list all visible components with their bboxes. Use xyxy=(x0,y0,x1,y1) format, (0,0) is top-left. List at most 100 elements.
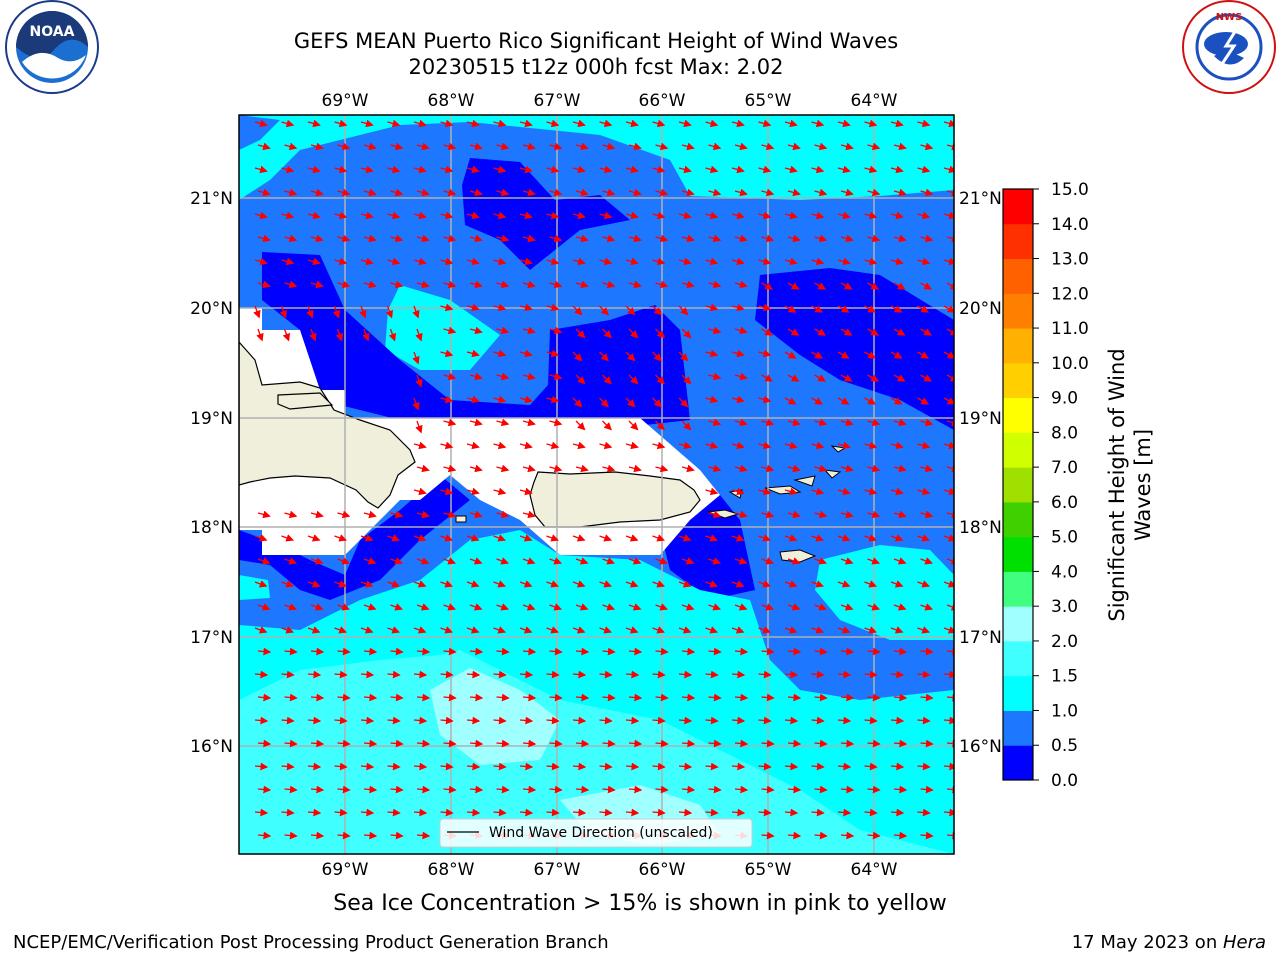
wind-wave-arrow xyxy=(681,420,692,431)
wind-wave-arrow xyxy=(254,119,268,128)
wind-wave-arrow xyxy=(708,510,722,519)
wind-wave-arrow xyxy=(469,418,483,427)
wind-wave-arrow xyxy=(310,557,324,565)
wind-wave-arrow xyxy=(310,510,324,519)
wind-wave-arrow xyxy=(443,603,456,611)
lon-label-top: 67°W xyxy=(534,91,581,111)
wind-wave-arrow xyxy=(652,626,665,634)
wind-wave-arrow xyxy=(307,762,322,771)
wind-wave-arrow xyxy=(416,234,430,243)
wind-wave-arrow xyxy=(281,808,295,817)
wind-wave-arrow xyxy=(867,418,881,427)
wind-wave-arrow xyxy=(599,762,613,771)
wind-wave-arrow xyxy=(334,670,348,679)
wind-wave-arrow xyxy=(920,647,934,656)
wind-wave-arrow xyxy=(758,534,771,542)
wind-wave-arrow xyxy=(814,647,828,656)
wind-wave-arrow xyxy=(337,647,351,656)
footer-date: 17 May 2023 on Hera xyxy=(1072,932,1266,953)
wind-wave-arrow xyxy=(708,418,722,427)
wind-wave-arrow xyxy=(337,510,351,519)
wind-wave-arrow xyxy=(946,374,954,382)
wind-wave-arrow xyxy=(625,716,640,725)
wind-wave-arrow xyxy=(917,305,930,313)
sea-ice-note: Sea Ice Concentration > 15% is shown in … xyxy=(333,891,947,916)
wind-wave-arrow xyxy=(390,234,404,243)
wind-wave-arrow xyxy=(864,257,878,266)
wind-wave-arrow xyxy=(257,510,271,519)
wind-wave-arrow xyxy=(920,234,934,243)
wind-wave-arrow xyxy=(814,188,828,197)
wind-wave-arrow xyxy=(387,670,401,679)
wind-wave-arrow xyxy=(415,420,423,434)
wind-wave-arrow xyxy=(522,785,537,794)
wind-wave-arrow xyxy=(761,142,775,151)
wind-wave-arrow xyxy=(257,603,271,611)
wind-wave-arrow xyxy=(784,670,799,679)
wind-wave-arrow xyxy=(734,188,748,197)
wind-wave-arrow xyxy=(678,351,689,362)
wind-wave-arrow xyxy=(443,326,457,335)
wind-wave-arrow xyxy=(678,580,692,588)
wind-wave-arrow xyxy=(443,372,457,381)
wind-wave-arrow xyxy=(362,328,370,342)
wind-wave-arrow xyxy=(522,418,536,427)
wind-wave-arrow xyxy=(758,395,772,404)
colorbar-segment xyxy=(1003,328,1033,364)
wind-wave-arrow xyxy=(761,282,774,290)
wind-wave-arrow xyxy=(864,305,877,313)
wind-wave-arrow xyxy=(628,603,642,611)
wind-wave-arrow xyxy=(705,303,719,312)
wind-wave-arrow xyxy=(496,188,510,197)
wind-wave-arrow xyxy=(575,557,589,565)
wind-wave-arrow xyxy=(917,211,931,220)
wind-wave-arrow xyxy=(758,257,772,266)
wind-wave-arrow xyxy=(840,142,854,151)
colorbar-ticks: 0.0 0.5 1.0 1.5 2.0 3.0 4.0 5.0 6.0 7.0 8.0 9.0 10.0… xyxy=(1033,180,1089,791)
wind-wave-arrow xyxy=(840,510,854,519)
wind-wave-arrow xyxy=(546,165,560,174)
wind-wave-arrow xyxy=(334,716,348,725)
wind-wave-arrow xyxy=(546,716,560,725)
wind-wave-arrow xyxy=(708,464,722,473)
wind-wave-arrow xyxy=(811,165,825,174)
wind-wave-arrow xyxy=(602,693,616,702)
lat-label-right: 16°N xyxy=(959,737,1002,757)
wind-wave-arrow xyxy=(655,557,668,565)
wind-wave-arrow xyxy=(257,280,271,289)
wind-wave-arrow xyxy=(731,119,745,128)
wind-wave-arrow xyxy=(253,305,261,319)
wind-wave-arrow xyxy=(387,534,400,542)
wind-wave-arrow xyxy=(917,808,931,817)
footer-machine: Hera xyxy=(1222,932,1266,953)
wind-wave-arrow xyxy=(599,165,613,174)
wind-wave-arrow xyxy=(734,418,748,427)
wind-wave-arrow xyxy=(360,762,375,771)
wind-wave-arrow xyxy=(893,188,907,197)
wind-wave-arrow xyxy=(787,234,801,243)
wind-wave-arrow xyxy=(549,142,563,151)
wave-zone-palecyan xyxy=(430,668,560,765)
wind-wave-arrow xyxy=(864,165,878,174)
wind-wave-arrow xyxy=(628,374,639,385)
wind-wave-arrow xyxy=(440,119,454,128)
wind-wave-arrow xyxy=(496,647,510,656)
wind-wave-arrow xyxy=(628,693,643,702)
wind-wave-arrow xyxy=(496,693,510,702)
wind-wave-arrow xyxy=(254,580,268,588)
wind-wave-arrow xyxy=(920,510,934,519)
wind-wave-arrow xyxy=(257,693,272,702)
wind-wave-arrow xyxy=(867,188,881,197)
wind-wave-arrow xyxy=(282,328,291,342)
wind-wave-arrow xyxy=(837,165,851,174)
wind-wave-arrow xyxy=(811,257,825,266)
wind-wave-arrow xyxy=(787,785,802,794)
wind-wave-arrow xyxy=(309,328,317,342)
map-frame xyxy=(238,114,955,855)
wind-wave-arrow xyxy=(572,670,587,679)
wind-wave-arrow xyxy=(440,808,454,817)
wind-wave-arrow xyxy=(257,647,272,656)
wind-wave-arrow xyxy=(814,142,828,151)
wind-wave-arrow xyxy=(281,580,294,588)
wind-wave-arrow xyxy=(360,670,375,679)
